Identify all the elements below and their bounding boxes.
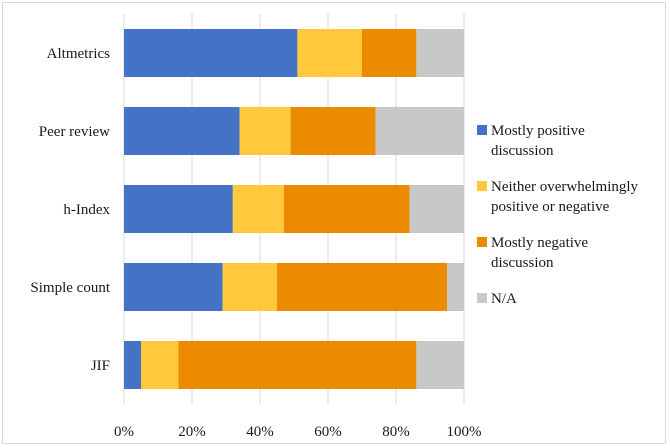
legend-swatch [477, 237, 487, 247]
bar-altmetrics-mostly-positive-discussion [124, 29, 298, 77]
legend-label: positive or negative [491, 199, 610, 215]
category-label-jif: JIF [91, 358, 110, 374]
category-labels: Altmetrics Peer review h-Index Simple count… [30, 46, 110, 374]
legend-label: Neither overwhelmingly [491, 179, 639, 195]
category-label-altmetrics: Altmetrics [47, 46, 110, 62]
bar-peer-review-mostly-positive-discussion [124, 107, 240, 155]
x-axis-tick-labels: 0% 20% 40% 60% 80% 100% [114, 424, 482, 440]
bar-jif-mostly-negative-discussion [178, 341, 417, 389]
bar-h-index-mostly-negative-discussion [283, 185, 410, 233]
bar-jif-n-a [416, 341, 464, 389]
legend-label: discussion [491, 255, 554, 271]
legend-label: Mostly negative [491, 235, 588, 251]
bar-h-index-n-a [409, 185, 464, 233]
x-tick-label: 80% [382, 424, 410, 440]
legend-label: Mostly positive [491, 123, 585, 139]
bar-h-index-neither-overwhelmingly-positive-or-negative [232, 185, 284, 233]
bar-peer-review-neither-overwhelmingly-positive-or-negative [239, 107, 291, 155]
bar-altmetrics-mostly-negative-discussion [362, 29, 417, 77]
legend-swatch [477, 181, 487, 191]
bar-simple-count-n-a [447, 263, 464, 311]
bar-altmetrics-n-a [416, 29, 464, 77]
x-tick-label: 100% [447, 424, 482, 440]
bar-simple-count-mostly-negative-discussion [277, 263, 447, 311]
bar-simple-count-neither-overwhelmingly-positive-or-negative [222, 263, 277, 311]
legend: Mostly positive discussion Neither overwhe… [477, 123, 639, 307]
gridlines [123, 14, 465, 404]
bar-peer-review-n-a [375, 107, 464, 155]
x-tick-label: 60% [314, 424, 342, 440]
x-tick-label: 20% [178, 424, 206, 440]
bar-simple-count-mostly-positive-discussion [124, 263, 223, 311]
bar-jif-neither-overwhelmingly-positive-or-negative [141, 341, 179, 389]
category-label-h-index: h-Index [63, 202, 110, 218]
bar-peer-review-mostly-negative-discussion [290, 107, 376, 155]
category-label-simple-count: Simple count [30, 280, 110, 296]
chart-frame [2, 2, 666, 444]
bar-jif-mostly-positive-discussion [124, 341, 141, 389]
legend-label: N/A [491, 291, 517, 307]
x-tick-label: 40% [246, 424, 274, 440]
category-label-peer-review: Peer review [39, 124, 110, 140]
legend-label: discussion [491, 143, 554, 159]
bar-h-index-mostly-positive-discussion [124, 185, 233, 233]
legend-swatch [477, 293, 487, 303]
legend-swatch [477, 125, 487, 135]
bar-altmetrics-neither-overwhelmingly-positive-or-negative [297, 29, 362, 77]
bars [124, 29, 464, 389]
x-tick-label: 0% [114, 424, 134, 440]
